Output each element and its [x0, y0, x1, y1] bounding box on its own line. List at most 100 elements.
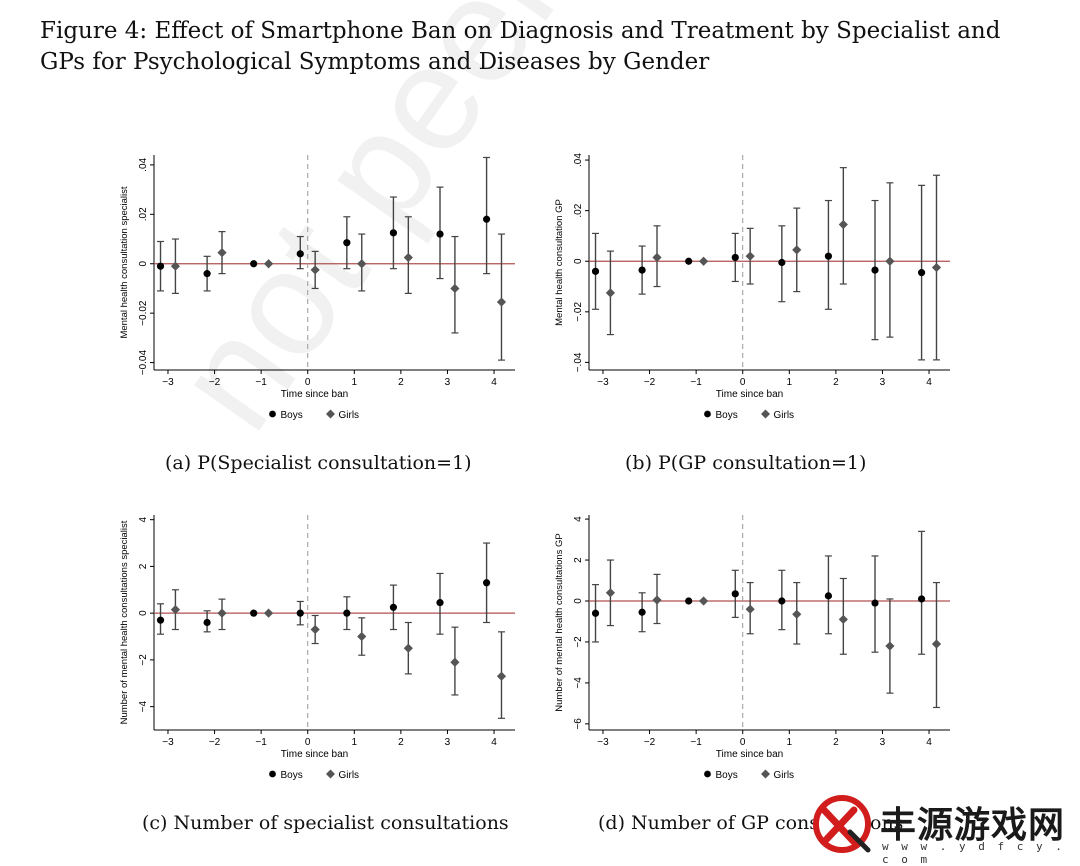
chart-d-plot: −6 −4 −2 0 2 4 −3 −2 −1 0 1 2 3 4 Time since ban Number…: [554, 515, 950, 781]
point-boys: [203, 270, 211, 278]
legend-marker-girls: [326, 409, 335, 419]
legend-marker-boys: [269, 410, 276, 418]
legend-label-boys: Boys: [281, 410, 303, 421]
x-tick-label: 2: [833, 737, 839, 748]
y-tick-label: −0.04: [138, 350, 149, 376]
point-boys: [871, 599, 879, 607]
y-tick-label: 0: [138, 261, 149, 267]
x-tick-label: 4: [491, 377, 497, 388]
legend-marker-boys: [704, 770, 711, 778]
point-girls: [698, 256, 709, 266]
x-tick-label: −1: [255, 377, 267, 388]
x-tick-label: 2: [398, 737, 404, 748]
legend-label-girls: Girls: [774, 410, 795, 421]
point-girls: [217, 608, 227, 618]
point-girls: [170, 605, 181, 615]
x-tick-label: 1: [352, 737, 358, 748]
y-tick-label: −2: [573, 636, 584, 648]
point-boys: [343, 609, 351, 617]
x-tick-label: 4: [926, 737, 932, 748]
point-girls: [931, 639, 942, 649]
point-girls: [931, 262, 942, 273]
point-boys: [250, 609, 258, 617]
point-girls: [745, 251, 755, 261]
point-boys: [156, 262, 165, 270]
point-boys: [389, 229, 398, 237]
legend-marker-boys: [269, 770, 276, 778]
x-tick-label: 2: [398, 377, 404, 388]
point-boys: [778, 597, 786, 605]
y-tick-label: −6: [573, 718, 584, 730]
x-axis-label: Time since ban: [281, 749, 348, 760]
chart-c-plot: −4 −2 0 2 4 −3 −2 −1 0 1 2 3 4 Time since ban Number o…: [119, 515, 515, 781]
point-girls: [357, 631, 367, 642]
point-girls: [838, 614, 848, 625]
point-boys: [296, 250, 304, 258]
y-tick-label: −.04: [573, 352, 584, 372]
point-girls: [310, 265, 320, 275]
x-tick-label: −3: [162, 737, 174, 748]
point-boys: [731, 590, 739, 598]
point-girls: [605, 288, 616, 298]
x-tick-label: 1: [787, 377, 793, 388]
point-girls: [403, 252, 413, 263]
site-logo: 丰源游戏网 w w w . y d f c y . c o m: [810, 792, 1078, 866]
point-girls: [263, 608, 274, 618]
legend-label-boys: Boys: [281, 770, 303, 781]
point-boys: [482, 579, 491, 587]
y-tick-label: −2: [138, 654, 149, 666]
x-tick-label: 0: [305, 377, 311, 388]
y-axis-label: Mental health consultation GP: [554, 199, 565, 326]
y-tick-label: 2: [138, 563, 149, 569]
point-girls: [605, 588, 616, 598]
point-boys: [871, 266, 879, 274]
y-axis-label: Number of mental health consultations GP: [554, 533, 565, 711]
caption-a: (a) P(Specialist consultation=1): [165, 452, 472, 474]
point-boys: [638, 266, 646, 274]
legend-label-girls: Girls: [339, 410, 360, 421]
legend-marker-girls: [761, 769, 770, 779]
legend-label-girls: Girls: [339, 770, 360, 781]
y-tick-label: 0: [573, 258, 584, 264]
point-boys: [917, 595, 926, 603]
point-girls: [450, 283, 460, 294]
legend-marker-boys: [704, 410, 711, 418]
x-tick-label: 3: [880, 737, 886, 748]
point-girls: [496, 671, 507, 681]
x-axis-label: Time since ban: [716, 749, 783, 760]
x-tick-label: 4: [491, 737, 497, 748]
x-axis-label: Time since ban: [281, 389, 348, 400]
x-tick-label: 0: [740, 737, 746, 748]
y-tick-label: .04: [573, 153, 584, 167]
y-tick-label: −4: [138, 700, 149, 712]
caption-c: (c) Number of specialist consultations: [142, 812, 509, 834]
x-tick-label: −2: [209, 737, 221, 748]
point-boys: [917, 269, 926, 277]
x-tick-label: −3: [162, 377, 174, 388]
point-boys: [343, 239, 351, 247]
point-boys: [296, 609, 304, 617]
logo-url: w w w . y d f c y . c o m: [882, 840, 1065, 866]
point-boys: [203, 618, 211, 627]
y-tick-label: 0: [573, 598, 584, 604]
point-boys: [824, 252, 833, 260]
x-tick-label: 4: [926, 377, 932, 388]
point-girls: [310, 624, 320, 635]
y-tick-label: 4: [573, 516, 584, 522]
y-tick-label: −.02: [573, 302, 584, 322]
point-girls: [792, 245, 802, 255]
y-tick-label: 0: [138, 610, 149, 616]
point-boys: [436, 230, 444, 238]
y-tick-label: .02: [138, 207, 149, 221]
point-boys: [591, 267, 600, 275]
y-tick-label: −4: [573, 677, 584, 689]
y-tick-label: .02: [573, 203, 584, 217]
legend-label-girls: Girls: [774, 770, 795, 781]
point-boys: [389, 603, 398, 611]
point-boys: [156, 616, 165, 624]
figure-title: Figure 4: Effect of Smartphone Ban on Di…: [40, 18, 1001, 75]
x-tick-label: 3: [445, 737, 451, 748]
point-girls: [496, 297, 507, 307]
x-tick-label: −1: [255, 737, 267, 748]
legend-label-boys: Boys: [716, 770, 738, 781]
